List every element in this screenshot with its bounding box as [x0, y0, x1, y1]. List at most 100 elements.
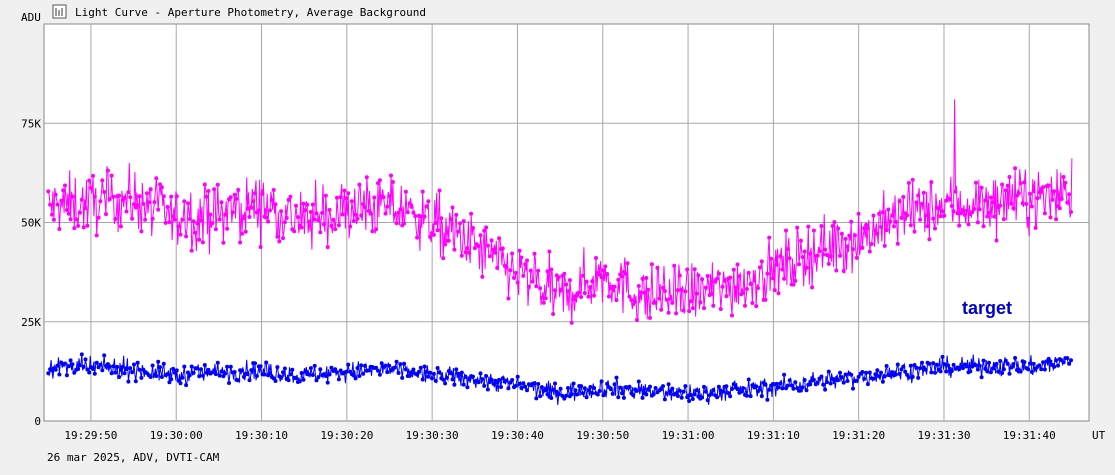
data-point	[677, 273, 682, 278]
data-point	[731, 382, 736, 387]
data-point	[374, 365, 379, 370]
x-tick-label: 19:31:30	[917, 429, 970, 442]
data-point	[549, 396, 554, 400]
data-point	[689, 299, 693, 304]
y-tick-label: 0	[34, 415, 41, 428]
data-point	[860, 245, 865, 250]
data-point	[117, 375, 122, 379]
data-point	[841, 269, 846, 273]
legend-target-label: target	[962, 298, 1012, 318]
data-point	[476, 244, 481, 249]
data-point	[128, 195, 133, 200]
data-point	[51, 217, 56, 222]
data-point	[845, 244, 850, 249]
data-point	[152, 200, 157, 205]
data-point	[815, 253, 820, 258]
data-point	[785, 383, 790, 388]
chart-window-icon[interactable]	[52, 4, 67, 19]
data-point	[571, 381, 576, 386]
data-point	[530, 279, 535, 284]
data-point	[137, 367, 142, 372]
data-point	[908, 363, 913, 368]
data-point	[841, 380, 846, 385]
data-point	[217, 373, 222, 378]
data-point	[580, 273, 585, 278]
data-point	[92, 371, 97, 376]
data-point	[990, 366, 995, 371]
data-point	[901, 195, 906, 199]
data-point	[506, 296, 511, 301]
data-point	[987, 360, 991, 365]
data-point	[355, 216, 360, 221]
data-point	[230, 210, 235, 215]
data-point	[985, 214, 990, 219]
data-point	[942, 362, 947, 367]
data-point	[277, 239, 282, 244]
data-point	[670, 300, 675, 305]
data-point	[638, 290, 643, 295]
data-point	[653, 300, 658, 305]
data-point	[156, 359, 161, 364]
data-point	[76, 367, 81, 371]
data-point	[821, 252, 826, 257]
data-point	[327, 372, 332, 377]
data-point	[94, 360, 99, 365]
data-point	[63, 183, 67, 188]
data-point	[271, 188, 276, 192]
data-point	[422, 364, 427, 369]
data-point	[655, 265, 660, 270]
data-point	[430, 376, 434, 381]
data-point	[1033, 225, 1038, 230]
data-point	[383, 363, 388, 368]
data-point	[1007, 175, 1012, 179]
data-point	[1011, 362, 1016, 367]
data-point	[407, 201, 412, 206]
data-point	[167, 220, 172, 225]
data-point	[363, 205, 367, 210]
data-point	[910, 374, 915, 379]
data-point	[1052, 189, 1057, 194]
data-point	[312, 217, 317, 222]
data-point	[329, 223, 334, 228]
data-point	[700, 277, 705, 282]
data-point	[819, 374, 824, 379]
data-point	[763, 382, 768, 387]
data-point	[146, 200, 151, 205]
data-point	[882, 374, 887, 379]
data-point	[482, 228, 487, 233]
data-point	[756, 286, 760, 290]
data-point	[411, 210, 416, 215]
data-point	[985, 369, 990, 374]
data-point	[1018, 181, 1023, 186]
data-point	[594, 256, 598, 260]
data-point	[1029, 369, 1034, 374]
data-point	[202, 182, 207, 187]
data-point	[105, 168, 110, 173]
data-point	[558, 287, 563, 292]
data-point	[1005, 361, 1010, 366]
data-point	[620, 274, 624, 279]
data-point	[1042, 211, 1047, 216]
data-point	[823, 387, 828, 392]
data-point	[757, 387, 762, 392]
data-point	[307, 219, 312, 224]
data-point	[338, 368, 343, 373]
data-point	[171, 366, 176, 371]
data-point	[359, 363, 364, 368]
data-point	[575, 392, 580, 397]
data-point	[811, 377, 816, 382]
data-point	[480, 377, 485, 382]
data-point	[711, 388, 716, 392]
data-point	[349, 199, 354, 204]
data-point	[802, 378, 807, 382]
series-layer	[46, 99, 1073, 406]
data-point	[830, 224, 835, 228]
data-point	[405, 210, 410, 215]
data-point	[145, 191, 149, 196]
data-point	[921, 190, 926, 195]
data-point	[804, 265, 809, 270]
data-point	[843, 236, 848, 241]
data-point	[608, 387, 613, 392]
data-point	[886, 207, 891, 212]
data-point	[471, 226, 475, 230]
